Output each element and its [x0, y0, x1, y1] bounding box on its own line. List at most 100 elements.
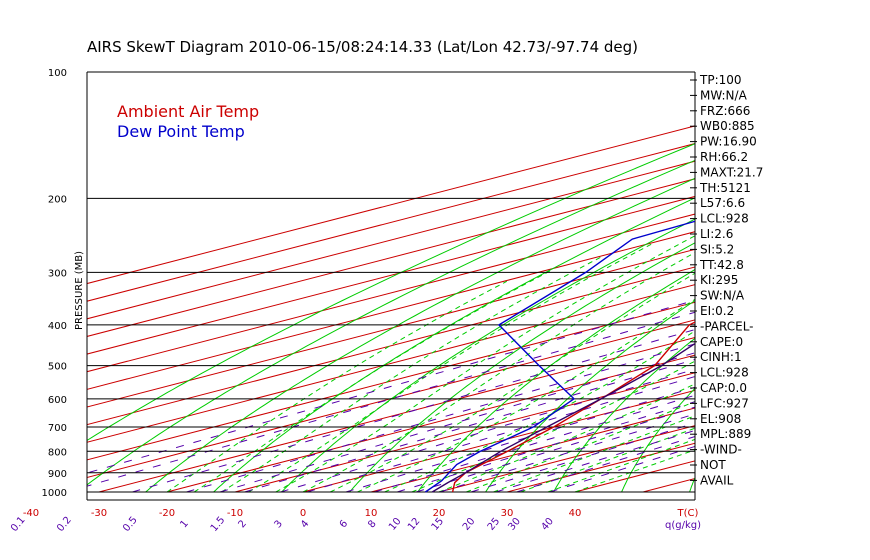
isotherm-line: [87, 160, 695, 320]
moist-adiabat-line: [466, 400, 695, 493]
index-label: L57:6.6: [700, 196, 745, 210]
mixing-ratio-tick-label: 10: [387, 516, 404, 533]
dry-adiabat-line: [87, 159, 695, 486]
pressure-axis: 100 200 300 400 500 600 700 800 900 1000: [42, 68, 67, 499]
mixing-ratio-line: [416, 406, 695, 493]
mixing-ratio-line: [87, 299, 695, 474]
index-label: PW:16.90: [700, 135, 757, 149]
legend-dew-point: Dew Point Temp: [117, 122, 245, 141]
pressure-tick-label: 900: [48, 469, 67, 480]
pressure-tick-label: 1000: [42, 488, 67, 499]
dry-adiabat-line: [349, 242, 695, 493]
isotherm-line: [87, 195, 695, 355]
bottom-temp-tick-label: 40: [569, 508, 582, 519]
bottom-temp-tick-label: -40: [23, 508, 39, 519]
dry-adiabat-line: [213, 197, 695, 493]
mixing-ratio-tick-label: 12: [406, 516, 423, 533]
moist-adiabat-line: [248, 242, 655, 493]
profile-line-1: [425, 220, 695, 493]
index-label: MPL:889: [700, 427, 751, 441]
index-label: EL:908: [700, 412, 741, 426]
isotherm-line: [506, 442, 695, 493]
moist-adiabat-line: [357, 298, 695, 493]
index-label: EI:0.2: [700, 304, 734, 318]
dry-adiabat-line: [621, 387, 695, 493]
bottom-temp-tick-label: 20: [433, 508, 446, 519]
index-label: TP:100: [699, 73, 742, 87]
mixing-ratio-line: [132, 329, 695, 493]
pressure-tick-label: 300: [48, 268, 67, 279]
isotherm-line: [87, 125, 695, 285]
isotherm-line: [87, 213, 695, 373]
chart-title: AIRS SkewT Diagram 2010-06-15/08:24:14.3…: [87, 38, 638, 56]
index-label: RH:66.2: [700, 150, 748, 164]
dry-adiabat-line: [826, 72, 870, 492]
moist-adiabat-line: [221, 256, 603, 493]
moist-adiabat-line: [493, 415, 695, 493]
pressure-tick-label: 800: [48, 447, 67, 458]
pressure-tick-label: 500: [48, 362, 67, 373]
mixing-ratio-tick-label: 40: [539, 516, 556, 533]
bottom-temp-tick-label: 10: [365, 508, 378, 519]
index-label: LCL:928: [700, 366, 749, 380]
mixing-ratio-tick-label: 8: [366, 518, 379, 530]
index-label: NOT: [700, 458, 726, 472]
index-label: WB0:885: [700, 119, 755, 133]
moist-adiabat-line: [275, 235, 695, 493]
bottom-temp-tick-label: -10: [227, 508, 243, 519]
pressure-tick-label: 100: [48, 68, 67, 79]
index-label: MAXT:21.7: [700, 165, 763, 179]
legend-air-temp: Ambient Air Temp: [117, 102, 259, 121]
moist-adiabat-line: [302, 252, 695, 493]
index-label: LFC:927: [700, 396, 749, 410]
isotherm-line: [302, 389, 695, 493]
index-label: -PARCEL-: [700, 319, 754, 333]
index-label: CINH:1: [700, 350, 742, 364]
pressure-axis-title: PRESSURE (MB): [74, 251, 85, 330]
mixing-ratio-line: [87, 311, 695, 487]
dry-adiabat-line: [87, 143, 695, 442]
isobar-lines: [86, 71, 696, 501]
moist-adiabat-line: [520, 427, 695, 493]
isotherm-line: [234, 372, 695, 493]
mixing-ratio-tick-label: 1.5: [209, 515, 228, 534]
bottom-temp-tick-label: -20: [159, 508, 175, 519]
isotherm-line: [87, 231, 695, 390]
moist-adiabat-line: [166, 280, 508, 493]
mixing-ratio-tick-label: 0.2: [55, 515, 74, 534]
mixing-ratio-axis: 0.1 0.2 0.5 1 1.5 2 3 4 6 8 10 12 15 20 25 30 40 q(g/kg): [9, 515, 701, 534]
legend: Ambient Air Temp Dew Point Temp: [117, 102, 259, 141]
dry-adiabat-line: [145, 177, 695, 493]
index-label: LCL:928: [700, 212, 749, 226]
mixing-ratio-line: [397, 401, 695, 493]
isotherm-line: [87, 319, 695, 478]
isotherm-line: [87, 284, 695, 443]
mixing-ratio-unit-label: q(g/kg): [665, 520, 701, 531]
mixing-ratio-line: [280, 368, 695, 493]
mixing-ratio-tick-label: 6: [338, 518, 351, 530]
isotherm-line: [438, 425, 695, 493]
mixing-ratio-tick-label: 20: [461, 516, 478, 533]
bottom-temp-tick-label: -30: [91, 508, 107, 519]
mixing-ratio-line: [374, 394, 695, 493]
index-label: TT:42.8: [699, 258, 744, 272]
pressure-tick-label: 400: [48, 321, 67, 332]
index-label: -WIND-: [700, 443, 742, 457]
index-label: CAP:0.0: [700, 381, 747, 395]
index-label: CAPE:0: [700, 335, 743, 349]
index-label: TH:5121: [699, 181, 751, 195]
pressure-tick-label: 600: [48, 395, 67, 406]
profile-line-2: [431, 342, 695, 493]
isotherm-line: [87, 178, 695, 337]
index-label: AVAIL: [700, 473, 734, 487]
dry-adiabat-line: [485, 299, 695, 493]
mixing-ratio-tick-label: 4: [299, 518, 312, 530]
pressure-tick-label: 700: [48, 423, 67, 434]
index-label: MW:N/A: [700, 88, 748, 102]
isotherm-line: [166, 354, 695, 493]
mixing-ratio-tick-label: 1: [178, 518, 191, 530]
index-label: SI:5.2: [700, 242, 734, 256]
